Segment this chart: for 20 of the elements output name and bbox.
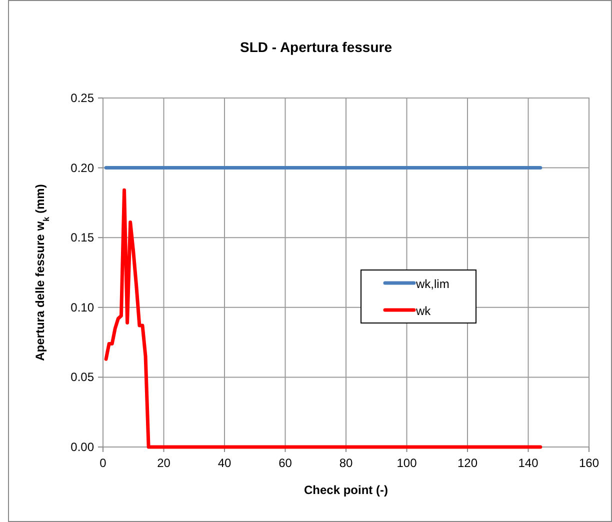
y-tick-label: 0.05 (70, 370, 94, 384)
legend-label: wk,lim (415, 277, 450, 291)
legend-label: wk (415, 304, 432, 318)
x-tick-label: 60 (278, 456, 292, 470)
y-tick-label: 0.20 (70, 160, 94, 175)
x-tick-label: 160 (578, 456, 600, 470)
x-tick-label: 20 (157, 456, 171, 470)
x-tick-label: 100 (396, 456, 418, 470)
y-tick-label: 0.10 (70, 300, 94, 314)
y-tick-label: 0.00 (70, 440, 94, 454)
y-tick-label: 0.25 (70, 91, 94, 105)
x-tick-label: 80 (339, 456, 353, 470)
x-tick-label: 0 (100, 456, 107, 470)
chart-title: SLD - Apertura fessure (240, 39, 392, 55)
x-tick-label: 120 (457, 456, 478, 470)
x-tick-label: 140 (518, 456, 539, 470)
x-tick-label: 40 (218, 456, 232, 470)
y-tick-label: 0.15 (70, 230, 94, 245)
x-axis-title: Check point (-) (304, 483, 388, 497)
line-series (104, 188, 542, 449)
